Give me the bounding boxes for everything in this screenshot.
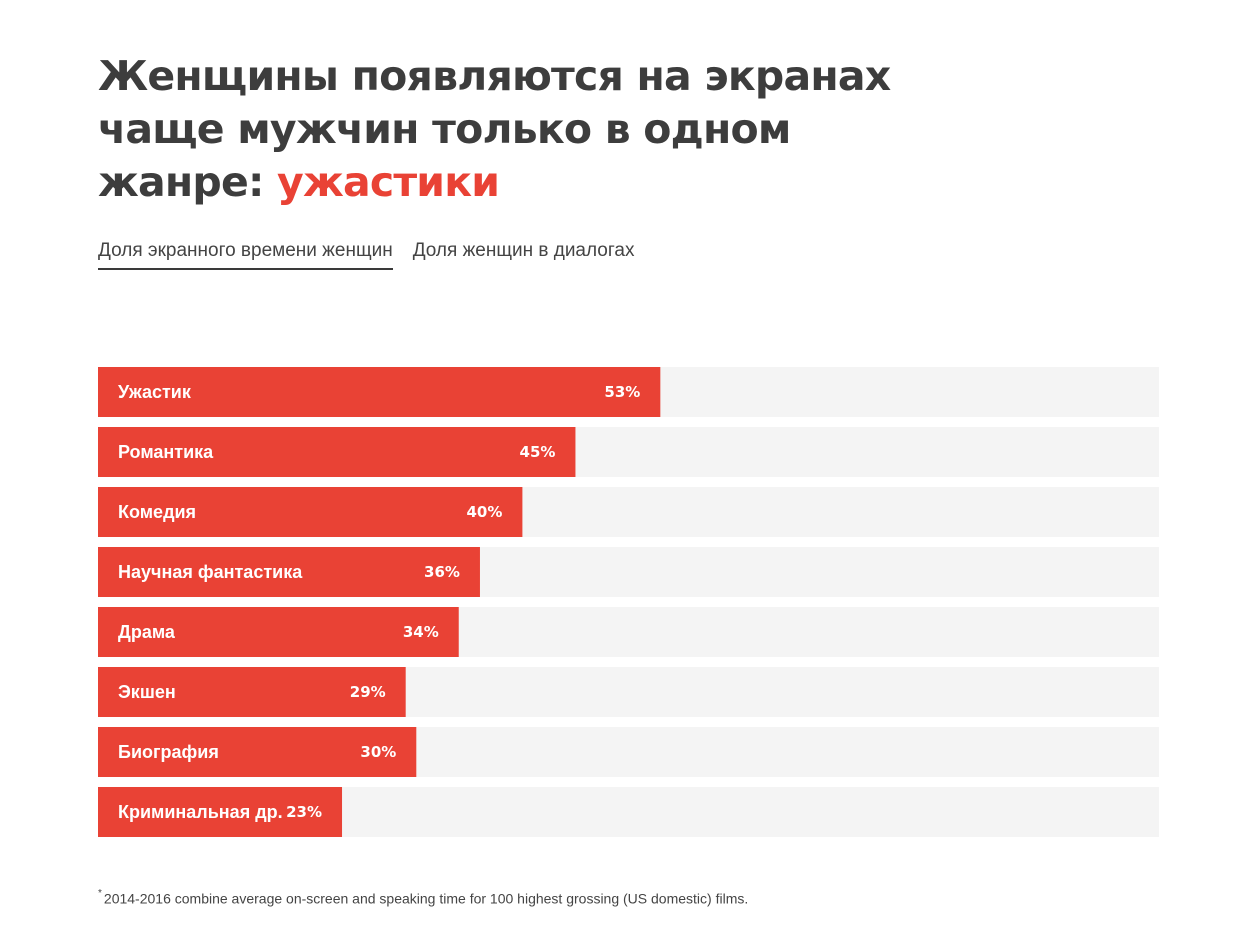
category-label-ужастик: Ужастик (118, 382, 192, 402)
chart-title-line-1: Женщины появляются на экранах (98, 52, 891, 100)
bar-chart: Ужастик 53% Романтика 45% Комедия 40% Научная … (98, 367, 1159, 837)
bar-биография (98, 727, 417, 777)
footnote-marker: * (98, 888, 102, 899)
category-label-криминальная-др: Криминальная др. (118, 802, 283, 822)
bar-криминальная-др (98, 787, 343, 837)
value-label-криминальная-др: 23% (286, 803, 322, 821)
value-label-экшен: 29% (350, 683, 386, 701)
bar-драма (98, 607, 459, 657)
category-label-драма: Драма (118, 622, 176, 642)
bar-ужастик (98, 367, 661, 417)
value-label-романтика: 45% (520, 443, 556, 461)
value-label-биография: 30% (360, 743, 396, 761)
value-label-драма: 34% (403, 623, 439, 641)
bar-научная-фантастика (98, 547, 480, 597)
value-label-научная-фантастика: 36% (424, 563, 460, 581)
tab-dialogue-share[interactable]: Доля женщин в диалогах (412, 240, 635, 261)
metric-tabs: Доля экранного времени женщин Доля женщи… (98, 240, 634, 270)
chart-title-accent: ужастики (277, 158, 500, 206)
chart-title-line-2: чаще мужчин только в одном (98, 105, 791, 153)
value-label-ужастик: 53% (604, 383, 640, 401)
category-label-научная-фантастика: Научная фантастика (118, 562, 303, 582)
value-label-комедия: 40% (466, 503, 502, 521)
category-label-экшен: Экшен (118, 682, 176, 702)
bar-комедия (98, 487, 523, 537)
bar-экшен (98, 667, 406, 717)
chart-title-line-3-prefix: жанре: (98, 158, 278, 206)
category-label-романтика: Романтика (118, 442, 214, 462)
chart-title-line-3: жанре: ужастики (98, 156, 858, 209)
category-label-биография: Биография (118, 742, 219, 762)
chart-title: Женщины появляются на экранах чаще мужчи… (98, 50, 891, 209)
category-label-комедия: Комедия (118, 502, 196, 522)
footnote-text: 2014-2016 combine average on-screen and … (103, 890, 749, 907)
tab-screen-time[interactable]: Доля экранного времени женщин (98, 240, 393, 270)
footnote: * 2014-2016 combine average on-screen and… (98, 888, 749, 907)
bar-романтика (98, 427, 576, 477)
